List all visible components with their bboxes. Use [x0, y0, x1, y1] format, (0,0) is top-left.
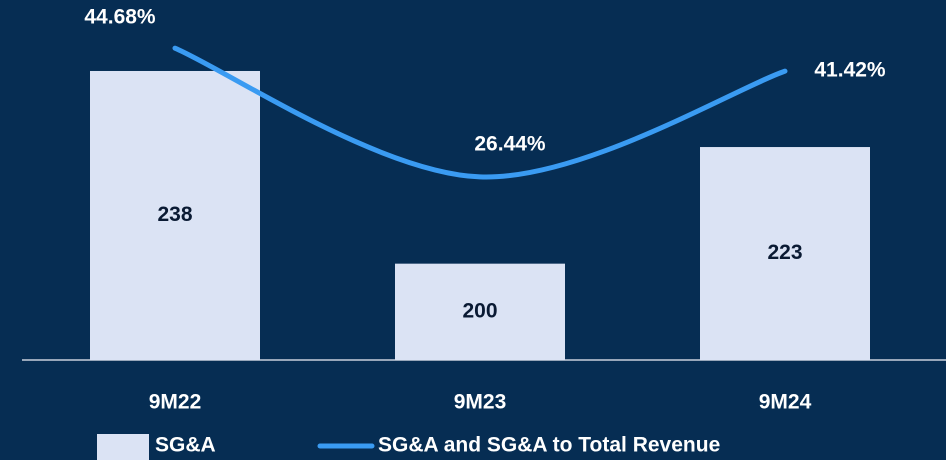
line [172, 45, 788, 180]
bar [395, 263, 565, 360]
x-tick-label: 9M24 [759, 391, 812, 414]
bar-value-label: 238 [157, 203, 192, 226]
line-value-label: 41.42% [814, 59, 886, 82]
line-value-label: 44.68% [84, 6, 156, 29]
x-tick-label: 9M23 [454, 391, 507, 414]
legend-swatch [97, 434, 149, 460]
bar [90, 70, 260, 361]
bar-value-label: 223 [767, 241, 802, 264]
line-value-label: 26.44% [474, 132, 546, 155]
x-tick-label: 9M22 [149, 391, 202, 414]
legend-label: SG&A and SG&A to Total Revenue [378, 434, 720, 457]
bar-value-label: 200 [462, 299, 497, 322]
legend-label: SG&A [155, 434, 216, 457]
bar [700, 147, 870, 360]
